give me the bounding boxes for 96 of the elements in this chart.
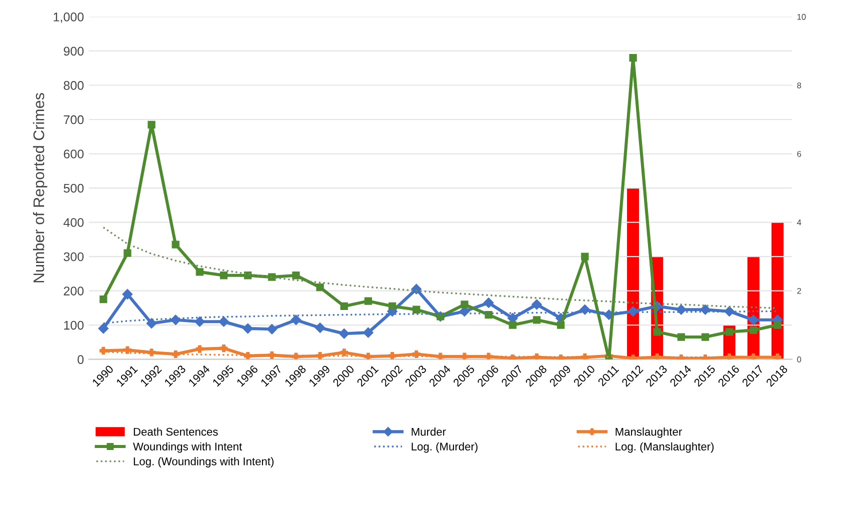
point <box>653 328 661 336</box>
point <box>124 346 132 354</box>
point <box>100 296 108 304</box>
point <box>750 326 758 334</box>
point <box>724 306 734 316</box>
legend-label: Log. (Murder) <box>412 442 478 453</box>
point <box>508 321 516 329</box>
point <box>100 346 108 355</box>
y-tick-label: 600 <box>64 150 84 158</box>
legend-label: Log. (Woundings with Intent) <box>134 457 274 468</box>
point <box>314 322 326 333</box>
point <box>363 327 374 338</box>
point <box>218 316 229 327</box>
y-tick-label: 300 <box>64 252 84 262</box>
point <box>148 120 156 128</box>
point <box>532 299 542 310</box>
point <box>196 345 204 353</box>
point <box>750 353 758 360</box>
point <box>292 272 300 280</box>
y2-tick-label: 8 <box>797 82 802 88</box>
legend-label: Manslaughter <box>616 428 682 438</box>
point <box>290 314 302 326</box>
point <box>170 314 181 326</box>
legend-label: Death Sentences <box>134 428 218 436</box>
y-tick-label: 0 <box>78 355 84 364</box>
point <box>460 352 468 360</box>
point <box>340 302 348 310</box>
point <box>268 273 276 281</box>
point <box>124 249 132 257</box>
point <box>484 310 492 319</box>
point <box>196 268 204 276</box>
point <box>242 323 253 334</box>
point <box>532 353 541 360</box>
y2-tick-label: 0 <box>797 356 802 362</box>
point <box>460 300 468 308</box>
point <box>628 306 638 316</box>
point <box>194 316 205 327</box>
point <box>122 289 133 300</box>
legend-label: Woundings with Intent <box>133 442 242 453</box>
point <box>581 353 589 360</box>
point <box>700 304 710 315</box>
y-tick-label: 200 <box>64 286 84 296</box>
y2-tick-label: 10 <box>797 14 806 20</box>
point <box>412 306 420 314</box>
y-tick-label: 800 <box>64 81 84 90</box>
y-axis-title: Number of Reported Crimes <box>33 93 48 282</box>
point <box>581 252 589 260</box>
point <box>364 352 372 360</box>
point <box>557 321 565 329</box>
point <box>316 284 324 292</box>
point <box>98 323 108 334</box>
point <box>340 348 348 356</box>
y-tick-label: 100 <box>64 320 84 330</box>
point <box>364 297 372 305</box>
point <box>774 321 782 329</box>
point <box>172 240 180 248</box>
point <box>726 328 734 336</box>
point <box>220 344 228 352</box>
point <box>339 328 350 339</box>
point <box>268 351 276 360</box>
y-tick-label: 1,000 <box>54 12 84 23</box>
y2-tick-label: 6 <box>797 150 802 157</box>
point <box>483 298 494 308</box>
point <box>388 302 396 310</box>
point <box>726 353 734 360</box>
point <box>774 353 782 360</box>
point <box>266 324 278 334</box>
point <box>653 353 661 360</box>
point <box>701 333 710 341</box>
point <box>388 352 396 360</box>
y2-tick-label: 2 <box>797 288 802 294</box>
point <box>220 272 228 280</box>
point <box>412 350 420 358</box>
y-tick-label: 900 <box>64 46 84 56</box>
bar <box>771 222 784 360</box>
point <box>411 284 422 294</box>
point <box>148 348 156 356</box>
point <box>629 54 637 62</box>
point <box>172 350 180 358</box>
y-tick-label: 400 <box>64 218 84 227</box>
y-tick-label: 700 <box>64 115 84 124</box>
point <box>580 304 590 315</box>
point <box>244 352 252 360</box>
point <box>436 352 444 360</box>
point <box>677 333 686 341</box>
point <box>748 314 759 326</box>
point <box>292 352 300 360</box>
y-tick-label: 500 <box>64 184 84 193</box>
point <box>532 316 541 324</box>
point <box>676 304 686 315</box>
y2-tick-label: 4 <box>796 220 802 226</box>
point <box>146 318 157 328</box>
legend-label: Log. (Manslaughter) <box>616 442 714 453</box>
point <box>484 352 492 360</box>
point <box>316 352 324 360</box>
legend-label: Murder <box>412 428 446 436</box>
